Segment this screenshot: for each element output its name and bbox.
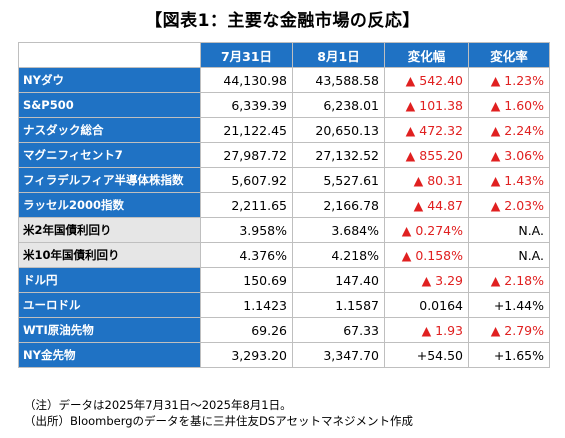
note-period: （注）データは2025年7月31日～2025年8月1日。	[24, 398, 292, 412]
value-date1: 3,293.20	[200, 342, 293, 368]
row-label: ナスダック総合	[18, 117, 201, 143]
value-date2: 3.684%	[292, 217, 385, 243]
value-date2: 43,588.58	[292, 67, 385, 93]
change-rate: ▲ 1.23%	[468, 67, 550, 93]
change-rate: ▲ 1.43%	[468, 167, 550, 193]
footnotes: （注）データは2025年7月31日～2025年8月1日。 （出所）Bloombe…	[24, 397, 413, 429]
row-label: S&P500	[18, 92, 201, 118]
change-rate: ▲ 3.06%	[468, 142, 550, 168]
change-value: ▲ 472.32	[384, 117, 469, 143]
change-value: ▲ 0.274%	[384, 217, 469, 243]
value-date2: 1.1587	[292, 292, 385, 318]
change-rate: ▲ 2.18%	[468, 267, 550, 293]
market-reaction-table: 7月31日 8月1日 変化幅 変化率 NYダウ 44,130.98 43,588.5…	[18, 42, 550, 368]
value-date1: 150.69	[200, 267, 293, 293]
change-value: ▲ 542.40	[384, 67, 469, 93]
value-date1: 2,211.65	[200, 192, 293, 218]
change-value: ▲ 0.158%	[384, 242, 469, 268]
row-label: ラッセル2000指数	[18, 192, 201, 218]
value-date2: 20,650.13	[292, 117, 385, 143]
change-value: ▲ 3.29	[384, 267, 469, 293]
table-header-row: 7月31日 8月1日 変化幅 変化率	[18, 42, 550, 68]
change-value: 0.0164	[384, 292, 469, 318]
value-date1: 3.958%	[200, 217, 293, 243]
value-date2: 3,347.70	[292, 342, 385, 368]
row-label: 米2年国債利回り	[18, 217, 201, 243]
change-rate: N.A.	[468, 242, 550, 268]
table-row: S&P500 6,339.39 6,238.01 ▲ 101.38 ▲ 1.60%	[18, 92, 550, 118]
row-label: 米10年国債利回り	[18, 242, 201, 268]
row-label: フィラデルフィア半導体株指数	[18, 167, 201, 193]
value-date1: 1.1423	[200, 292, 293, 318]
value-date2: 27,132.52	[292, 142, 385, 168]
change-value: ▲ 855.20	[384, 142, 469, 168]
row-label: ユーロドル	[18, 292, 201, 318]
change-rate: ▲ 1.60%	[468, 92, 550, 118]
value-date1: 5,607.92	[200, 167, 293, 193]
value-date2: 4.218%	[292, 242, 385, 268]
table-row: フィラデルフィア半導体株指数 5,607.92 5,527.61 ▲ 80.31 ▲ 1…	[18, 167, 550, 193]
table-row: ユーロドル 1.1423 1.1587 0.0164 +1.44%	[18, 292, 550, 318]
value-date2: 5,527.61	[292, 167, 385, 193]
note-source: （出所）Bloombergのデータを基に三井住友DSアセットマネジメント作成	[24, 414, 413, 428]
header-corner	[18, 42, 201, 68]
value-date1: 6,339.39	[200, 92, 293, 118]
header-date2: 8月1日	[292, 42, 385, 68]
table-row: ナスダック総合 21,122.45 20,650.13 ▲ 472.32 ▲ 2.24%	[18, 117, 550, 143]
row-label: WTI原油先物	[18, 317, 201, 343]
header-date1: 7月31日	[200, 42, 293, 68]
row-label: NY金先物	[18, 342, 201, 368]
value-date2: 2,166.78	[292, 192, 385, 218]
table-row: 米10年国債利回り 4.376% 4.218% ▲ 0.158% N.A.	[18, 242, 550, 268]
value-date1: 69.26	[200, 317, 293, 343]
table-row: NYダウ 44,130.98 43,588.58 ▲ 542.40 ▲ 1.23%	[18, 67, 550, 93]
table-row: ラッセル2000指数 2,211.65 2,166.78 ▲ 44.87 ▲ 2.03%	[18, 192, 550, 218]
table-row: 米2年国債利回り 3.958% 3.684% ▲ 0.274% N.A.	[18, 217, 550, 243]
value-date1: 21,122.45	[200, 117, 293, 143]
change-rate: ▲ 2.24%	[468, 117, 550, 143]
change-value: +54.50	[384, 342, 469, 368]
change-value: ▲ 101.38	[384, 92, 469, 118]
value-date1: 44,130.98	[200, 67, 293, 93]
change-value: ▲ 1.93	[384, 317, 469, 343]
value-date2: 147.40	[292, 267, 385, 293]
figure-title: 【図表1：主要な金融市場の反応】	[145, 11, 420, 31]
change-value: ▲ 80.31	[384, 167, 469, 193]
header-change: 変化幅	[384, 42, 469, 68]
change-rate: ▲ 2.79%	[468, 317, 550, 343]
row-label: ドル円	[18, 267, 201, 293]
value-date2: 67.33	[292, 317, 385, 343]
change-rate: N.A.	[468, 217, 550, 243]
value-date2: 6,238.01	[292, 92, 385, 118]
header-rate: 変化率	[468, 42, 550, 68]
table-row: ドル円 150.69 147.40 ▲ 3.29 ▲ 2.18%	[18, 267, 550, 293]
table-row: マグニフィセント7 27,987.72 27,132.52 ▲ 855.20 ▲ 3.0…	[18, 142, 550, 168]
change-rate: +1.65%	[468, 342, 550, 368]
value-date1: 27,987.72	[200, 142, 293, 168]
change-value: ▲ 44.87	[384, 192, 469, 218]
change-rate: ▲ 2.03%	[468, 192, 550, 218]
table-row: NY金先物 3,293.20 3,347.70 +54.50 +1.65%	[18, 342, 550, 368]
row-label: NYダウ	[18, 67, 201, 93]
row-label: マグニフィセント7	[18, 142, 201, 168]
table-row: WTI原油先物 69.26 67.33 ▲ 1.93 ▲ 2.79%	[18, 317, 550, 343]
change-rate: +1.44%	[468, 292, 550, 318]
value-date1: 4.376%	[200, 242, 293, 268]
